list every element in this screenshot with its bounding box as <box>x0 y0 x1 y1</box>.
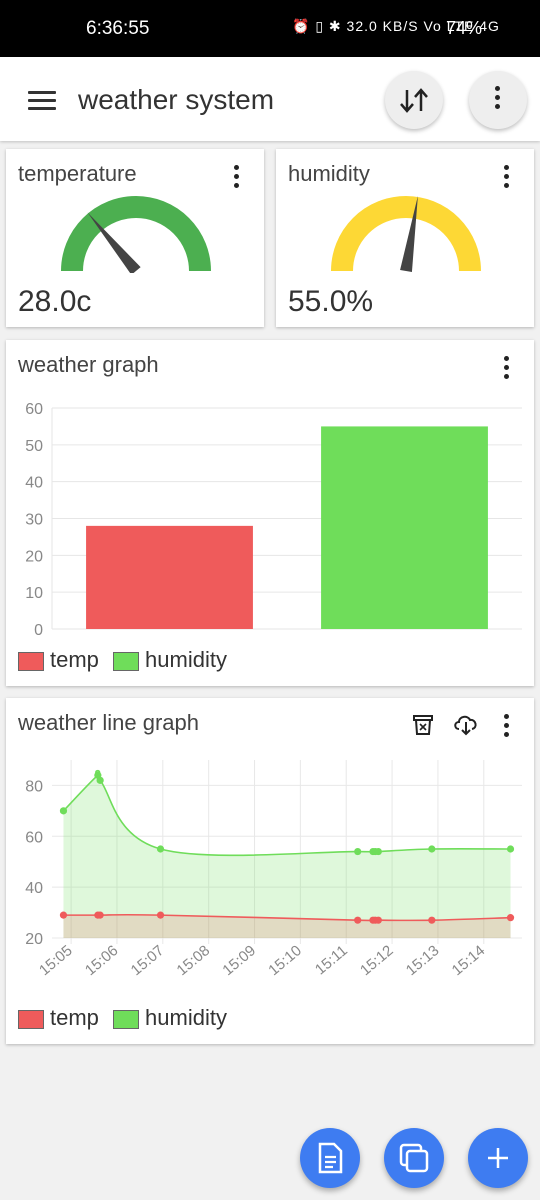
battery-level: 74% <box>446 18 483 38</box>
legend-temp[interactable]: temp <box>18 1005 99 1031</box>
x-tick-label: 15:08 <box>174 942 214 979</box>
document-button[interactable] <box>300 1128 360 1188</box>
line-chart-legend: temp humidity <box>18 1005 235 1031</box>
temp-point <box>354 916 362 924</box>
x-tick-label: 15:09 <box>219 942 259 979</box>
legend-temp[interactable]: temp <box>18 647 99 673</box>
weather-line-graph-title: weather line graph <box>18 710 200 735</box>
cloud-download-icon[interactable] <box>452 711 480 737</box>
humidity-point <box>506 845 515 853</box>
status-time: 6:36:55 <box>86 18 150 39</box>
humidity-title: humidity <box>288 161 370 186</box>
weather-line-graph-menu-icon[interactable] <box>504 714 510 738</box>
x-tick-label: 15:06 <box>82 942 122 979</box>
x-tick-label: 15:13 <box>403 942 443 979</box>
more-vert-icon <box>495 86 501 110</box>
y-tick-label: 20 <box>25 548 43 565</box>
temp-point <box>96 911 104 919</box>
add-icon <box>488 1148 508 1168</box>
x-tick-label: 15:12 <box>357 942 397 979</box>
add-button[interactable] <box>468 1128 528 1188</box>
trash-icon[interactable] <box>410 712 436 738</box>
y-tick-label: 60 <box>25 401 43 418</box>
humidity-point <box>428 845 436 853</box>
status-bar: 6:36:55 ⏰ ▯ ✱ 32.0 KB/S Vo LTE 4G 74% <box>0 0 540 57</box>
bar-humidity <box>321 426 488 629</box>
y-tick-label: 60 <box>25 829 43 846</box>
status-icons: ⏰ ▯ ✱ 32.0 KB/S Vo LTE 4G <box>292 18 500 34</box>
x-tick-label: 15:11 <box>312 942 351 978</box>
humidity-card: humidity 55.0% <box>276 149 534 327</box>
temp-point <box>156 911 165 919</box>
document-icon <box>318 1142 343 1174</box>
x-tick-label: 15:07 <box>128 942 168 979</box>
weather-graph-menu-icon[interactable] <box>504 356 510 380</box>
app-title: weather system <box>78 84 275 115</box>
menu-icon[interactable] <box>28 91 56 111</box>
temp-point <box>374 916 382 924</box>
temperature-value: 28.0c <box>18 285 92 318</box>
legend-humidity[interactable]: humidity <box>113 1005 227 1031</box>
y-tick-label: 40 <box>25 880 43 897</box>
weather-line-graph-card: weather line graph 20 40 60 80 15:05 15:06 15:… <box>6 698 534 1044</box>
app-bar: weather system <box>0 57 540 141</box>
legend-humidity[interactable]: humidity <box>113 647 227 673</box>
y-tick-label: 50 <box>25 438 43 455</box>
humidity-menu-icon[interactable] <box>504 165 510 189</box>
sort-arrows-icon <box>400 88 428 113</box>
humidity-gauge <box>331 195 481 272</box>
y-tick-label: 40 <box>25 475 43 492</box>
humidity-point <box>156 845 165 853</box>
y-tick-label: 10 <box>25 585 43 602</box>
humidity-value: 55.0% <box>288 285 374 318</box>
bar-temp <box>86 525 253 629</box>
weather-graph-card: weather graph 0 10 20 30 40 50 60 temp humidit… <box>6 340 534 686</box>
y-tick-label: 0 <box>34 622 43 639</box>
x-tick-label: 15:14 <box>449 942 489 979</box>
more-options-button[interactable] <box>469 71 527 129</box>
y-tick-label: 30 <box>25 512 43 529</box>
copy-button[interactable] <box>384 1128 444 1188</box>
weather-graph-title: weather graph <box>18 352 159 377</box>
humidity-point <box>59 807 68 815</box>
temp-point <box>506 914 515 922</box>
bar-chart: 0 10 20 30 40 50 60 <box>25 401 522 639</box>
temperature-card: temperature 28.0c <box>6 149 264 327</box>
humidity-point <box>354 847 362 856</box>
humidity-point <box>96 776 104 784</box>
humidity-point <box>374 847 382 856</box>
temperature-title: temperature <box>18 161 137 186</box>
temp-point <box>59 911 68 919</box>
bar-chart-legend: temp humidity <box>18 647 235 673</box>
temp-point <box>428 916 436 924</box>
temperature-gauge <box>61 196 211 273</box>
y-tick-label: 20 <box>25 931 43 948</box>
sort-button[interactable] <box>385 71 443 129</box>
temperature-menu-icon[interactable] <box>234 165 240 189</box>
y-tick-label: 80 <box>25 778 43 795</box>
x-tick-label: 15:10 <box>265 942 305 979</box>
copy-icon <box>399 1143 429 1173</box>
